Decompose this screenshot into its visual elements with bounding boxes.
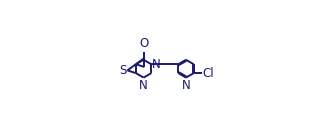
Text: N: N	[139, 79, 148, 92]
Text: N: N	[152, 58, 161, 71]
Text: S: S	[119, 64, 127, 77]
Text: N: N	[182, 79, 190, 92]
Text: Cl: Cl	[203, 67, 214, 80]
Text: O: O	[139, 37, 148, 50]
